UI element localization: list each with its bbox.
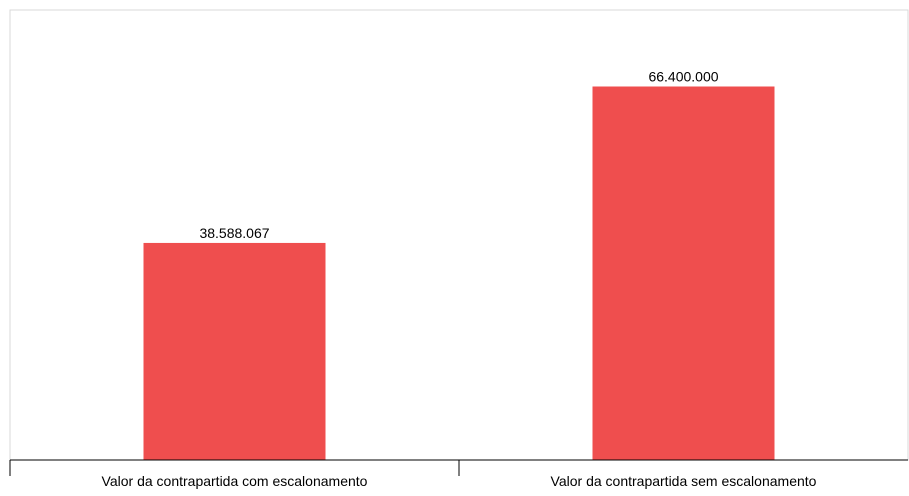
category-label-2: Valor da contrapartida sem escalonamento	[551, 473, 817, 489]
bar-2	[592, 86, 775, 460]
data-label-2: 66.400.000	[648, 69, 718, 85]
bars-group	[143, 86, 775, 460]
data-labels-group: 38.588.067 66.400.000	[199, 69, 718, 241]
category-label-1: Valor da contrapartida com escalonamento	[102, 473, 368, 489]
bar-1	[143, 242, 326, 460]
x-axis-ticks	[9, 460, 460, 476]
data-label-1: 38.588.067	[199, 225, 269, 241]
category-labels-group: Valor da contrapartida com escalonamento…	[102, 473, 817, 489]
